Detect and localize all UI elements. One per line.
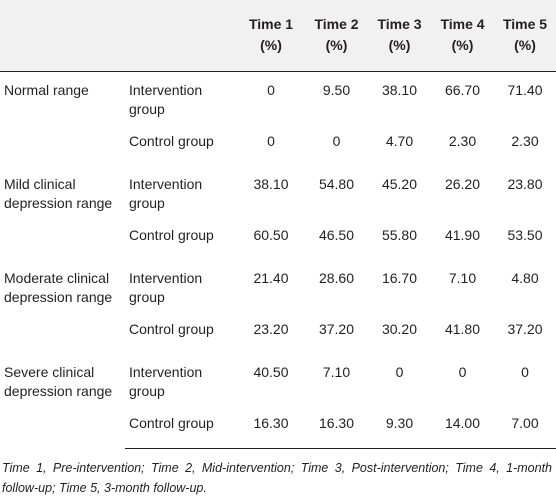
table-header: Time 1 (%) Time 2 (%) Time 3 (%) Time 4 (%) … xyxy=(0,0,556,72)
value-cell: 0 xyxy=(267,81,275,98)
header-time-2: Time 2 (%) xyxy=(305,0,368,72)
table-row: Normal range Intervention group 0 9.50 3… xyxy=(0,71,556,124)
group-cell: Control group xyxy=(129,132,214,149)
category-cell: Moderate clinical depression range xyxy=(4,269,113,305)
header-time-2-unit: (%) xyxy=(325,37,348,54)
value-cell: 53.50 xyxy=(507,226,543,243)
header-time-1: Time 1 (%) xyxy=(237,0,305,72)
value-cell: 66.70 xyxy=(444,81,481,98)
value-cell: 55.80 xyxy=(381,226,418,243)
value-cell: 16.30 xyxy=(305,405,368,449)
value-cell: 54.80 xyxy=(318,175,355,192)
value-cell: 38.10 xyxy=(381,81,418,98)
table-row: Control group 0 0 4.70 2.30 2.30 xyxy=(0,124,556,166)
value-cell: 7.00 xyxy=(494,405,556,449)
category-cell: Mild clinical depression range xyxy=(4,175,113,211)
value-cell: 0 xyxy=(267,132,275,149)
value-cell: 30.20 xyxy=(381,320,418,337)
header-time-4-unit: (%) xyxy=(451,37,474,54)
group-cell: Control group xyxy=(129,320,214,337)
value-cell: 2.30 xyxy=(511,132,539,149)
header-time-1-unit: (%) xyxy=(260,37,282,54)
value-cell: 60.50 xyxy=(253,226,289,243)
value-cell: 26.20 xyxy=(444,175,481,192)
value-cell: 0 xyxy=(332,132,341,149)
value-cell: 4.70 xyxy=(385,132,414,149)
value-cell: 16.70 xyxy=(381,269,418,286)
value-cell: 7.10 xyxy=(448,269,477,286)
value-cell: 23.20 xyxy=(253,320,289,337)
value-cell: 45.20 xyxy=(381,175,418,192)
value-cell: 21.40 xyxy=(253,269,289,286)
value-cell: 40.50 xyxy=(253,363,289,380)
table-row: Control group 23.20 37.20 30.20 41.80 37… xyxy=(0,312,556,354)
header-time-3-label: Time 3 xyxy=(377,16,422,33)
header-time-3: Time 3 (%) xyxy=(368,0,431,72)
value-cell: 37.20 xyxy=(507,320,543,337)
value-cell: 38.10 xyxy=(253,175,289,192)
value-cell: 41.90 xyxy=(444,226,481,243)
value-cell: 0 xyxy=(521,363,529,380)
header-time-5: Time 5 (%) xyxy=(494,0,556,72)
header-category xyxy=(0,0,125,72)
header-time-4: Time 4 (%) xyxy=(431,0,494,72)
group-cell: Intervention group xyxy=(129,175,203,211)
table-footnote: Time 1, Pre-intervention; Time 2, Mid-in… xyxy=(2,460,552,495)
value-cell: 4.80 xyxy=(511,269,539,286)
group-cell: Intervention group xyxy=(129,269,203,305)
value-cell: 46.50 xyxy=(318,226,355,243)
value-cell: 9.30 xyxy=(368,405,431,449)
value-cell: 16.30 xyxy=(237,405,305,449)
value-cell: 0 xyxy=(458,363,467,380)
header-time-5-unit: (%) xyxy=(514,37,536,54)
value-cell: 7.10 xyxy=(322,363,351,380)
value-cell: 28.60 xyxy=(318,269,355,286)
table-row: Mild clinical depression range Intervent… xyxy=(0,166,556,218)
value-cell: 41.80 xyxy=(444,320,481,337)
value-cell: 14.00 xyxy=(431,405,494,449)
header-row: Time 1 (%) Time 2 (%) Time 3 (%) Time 4 (%) … xyxy=(0,0,556,72)
group-cell: Intervention group xyxy=(129,363,203,399)
header-group xyxy=(125,0,237,72)
group-cell: Control group xyxy=(125,405,237,449)
depression-range-table: Time 1 (%) Time 2 (%) Time 3 (%) Time 4 (%) … xyxy=(0,0,556,449)
header-time-5-label: Time 5 xyxy=(502,16,548,33)
group-cell: Control group xyxy=(129,226,214,243)
value-cell: 71.40 xyxy=(507,81,543,98)
table-row: Control group 60.50 46.50 55.80 41.90 53… xyxy=(0,218,556,260)
header-time-2-label: Time 2 xyxy=(314,16,359,33)
table-row: Severe clinical depression range Interve… xyxy=(0,354,556,406)
header-time-4-label: Time 4 xyxy=(440,16,485,33)
header-time-3-unit: (%) xyxy=(388,37,411,54)
value-cell: 9.50 xyxy=(322,81,351,98)
header-time-1-label: Time 1 xyxy=(248,16,294,33)
group-cell: Intervention group xyxy=(129,81,203,117)
category-cell: Normal range xyxy=(4,81,89,98)
value-cell: 23.80 xyxy=(507,175,543,192)
value-cell: 37.20 xyxy=(318,320,355,337)
value-cell: 0 xyxy=(395,363,404,380)
table-body: Normal range Intervention group 0 9.50 3… xyxy=(0,71,556,449)
category-cell: Severe clinical depression range xyxy=(4,363,113,399)
table-row: Moderate clinical depression range Inter… xyxy=(0,260,556,312)
value-cell: 2.30 xyxy=(448,132,477,149)
